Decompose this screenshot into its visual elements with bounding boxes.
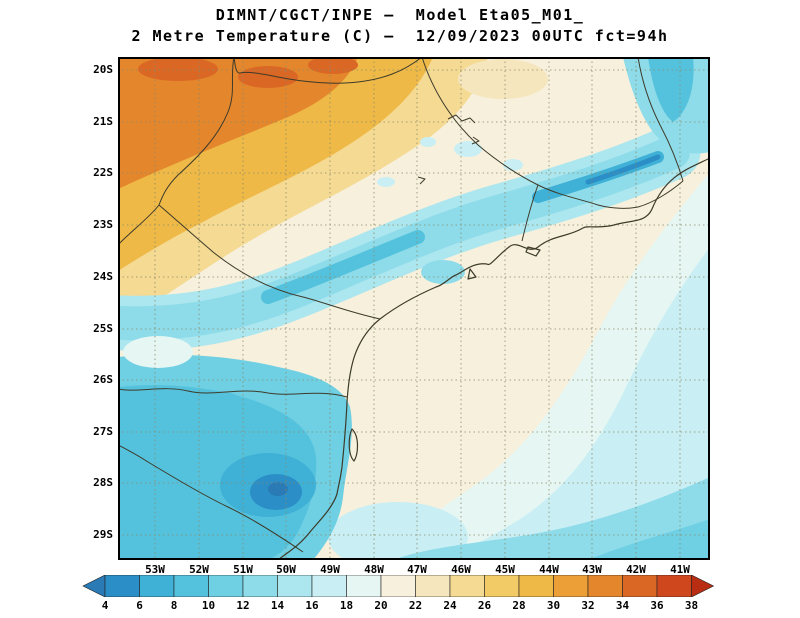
colorbar-arrow-right bbox=[691, 574, 715, 598]
lat-tick-27s: 27S bbox=[93, 425, 113, 438]
state-borders bbox=[117, 56, 684, 553]
lat-tick-26s: 26S bbox=[93, 373, 113, 386]
colorbar-cell bbox=[346, 574, 382, 598]
colorbar-cell bbox=[622, 574, 658, 598]
cb-tick-12: 12 bbox=[236, 599, 250, 612]
border-rio-grande bbox=[233, 56, 423, 84]
lon-tick-42w: 42W bbox=[626, 563, 646, 576]
cb-tick-14: 14 bbox=[270, 599, 285, 612]
lon-tick-43w: 43W bbox=[582, 563, 602, 576]
lat-tick-22s: 22S bbox=[93, 166, 113, 179]
lat-tick-25s: 25S bbox=[93, 322, 113, 335]
cb-tick-10: 10 bbox=[201, 599, 216, 612]
cb-tick-28: 28 bbox=[512, 599, 526, 612]
colorbar-cell bbox=[484, 574, 520, 598]
plot-title-line2: 2 Metre Temperature (C) — 12/09/2023 00U… bbox=[131, 27, 669, 45]
colorbar-cell bbox=[380, 574, 416, 598]
lat-tick-29s: 29S bbox=[93, 528, 113, 541]
colorbar bbox=[80, 574, 717, 598]
colorbar-cell bbox=[139, 574, 175, 598]
cb-tick-24: 24 bbox=[443, 599, 457, 612]
lon-tick-51w: 51W bbox=[233, 563, 253, 576]
lon-tick-53w: 53W bbox=[145, 563, 165, 576]
border-sc-rs bbox=[117, 444, 304, 553]
lon-tick-50w: 50W bbox=[276, 563, 296, 576]
cb-tick-8: 8 bbox=[170, 599, 178, 612]
lon-tick-48w: 48W bbox=[364, 563, 384, 576]
reservoir-outline bbox=[417, 114, 480, 185]
temperature-field bbox=[75, 56, 710, 572]
colorbar-cell bbox=[277, 574, 313, 598]
cb-tick-22: 22 bbox=[408, 599, 423, 612]
colorbar-cell bbox=[242, 574, 278, 598]
cb-tick-4: 4 bbox=[101, 599, 109, 612]
cb-tick-36: 36 bbox=[650, 599, 664, 612]
lat-tick-28s: 28S bbox=[93, 476, 113, 489]
cb-tick-26: 26 bbox=[477, 599, 492, 612]
coastline bbox=[277, 157, 711, 561]
map-plot-area bbox=[75, 56, 711, 572]
border-sp-rj bbox=[521, 184, 539, 242]
lon-tick-46w: 46W bbox=[451, 563, 471, 576]
cb-tick-38: 38 bbox=[684, 599, 699, 612]
border-sp-pr bbox=[158, 204, 381, 320]
cb-tick-20: 20 bbox=[374, 599, 388, 612]
cb-tick-16: 16 bbox=[305, 599, 319, 612]
border-mg-es bbox=[637, 56, 684, 182]
cb-tick-6: 6 bbox=[136, 599, 143, 612]
lon-tick-44w: 44W bbox=[539, 563, 559, 576]
border-parana-river bbox=[117, 56, 235, 246]
plot-title-line1: DIMNT/CGCT/INPE — Model Eta05_M01_ bbox=[215, 6, 585, 24]
map-svg bbox=[75, 56, 711, 572]
lon-tick-49w: 49W bbox=[320, 563, 340, 576]
lat-tick-23s: 23S bbox=[93, 218, 113, 231]
cb-tick-34: 34 bbox=[615, 599, 630, 612]
colorbar-cell bbox=[449, 574, 485, 598]
border-mg-sp-rj bbox=[421, 56, 684, 209]
lon-tick-41w: 41W bbox=[670, 563, 690, 576]
colorbar-cell bbox=[553, 574, 589, 598]
border-pr-sc bbox=[117, 388, 348, 398]
lon-tick-52w: 52W bbox=[189, 563, 209, 576]
colorbar-cell bbox=[208, 574, 244, 598]
colorbar-arrow-left bbox=[82, 574, 106, 598]
colorbar-cell bbox=[173, 574, 209, 598]
cb-tick-32: 32 bbox=[581, 599, 595, 612]
colorbar-cell bbox=[311, 574, 347, 598]
colorbar-cell bbox=[656, 574, 692, 598]
lat-tick-24s: 24S bbox=[93, 270, 113, 283]
colorbar-cell bbox=[587, 574, 623, 598]
map-frame bbox=[118, 57, 710, 560]
colorbar-cell bbox=[104, 574, 140, 598]
lat-tick-20s: 20S bbox=[93, 63, 113, 76]
lon-tick-45w: 45W bbox=[495, 563, 515, 576]
lat-tick-21s: 21S bbox=[93, 115, 113, 128]
colorbar-cell bbox=[518, 574, 554, 598]
cb-tick-30: 30 bbox=[546, 599, 561, 612]
lon-tick-47w: 47W bbox=[407, 563, 427, 576]
colorbar-cell bbox=[415, 574, 451, 598]
cb-tick-18: 18 bbox=[339, 599, 354, 612]
